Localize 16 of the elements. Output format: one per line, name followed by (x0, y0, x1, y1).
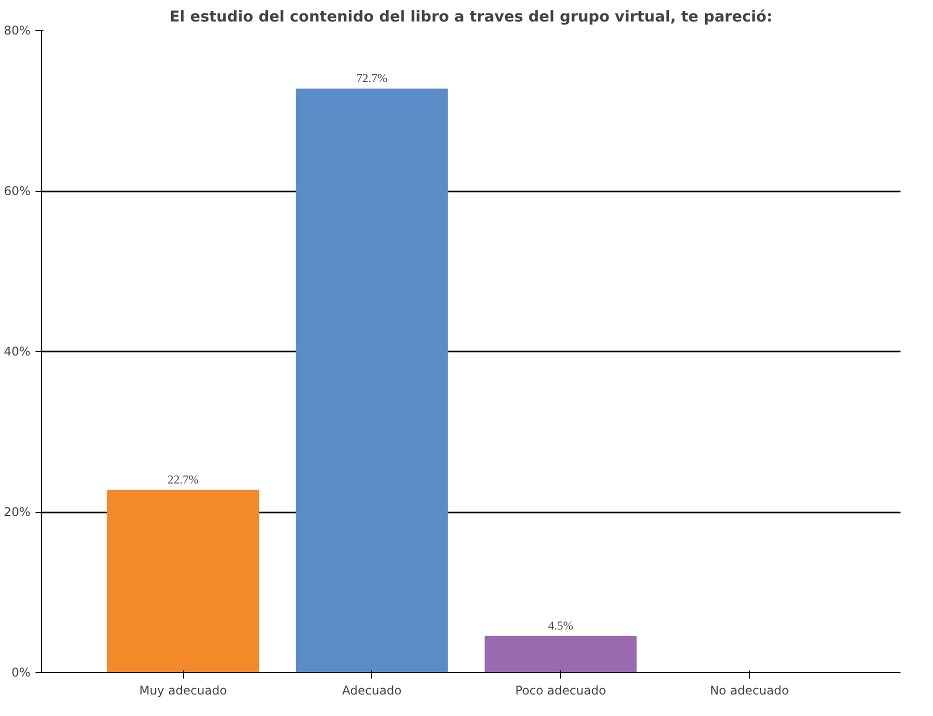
bar (484, 636, 637, 672)
chart-title: El estudio del contenido del libro a traves del grupo virtual, te pareció: (170, 8, 772, 26)
bar (296, 88, 448, 672)
x-tick-label: No adecuado (710, 684, 789, 698)
y-tick-label: 80% (4, 24, 30, 38)
data-label: 4.5% (548, 618, 574, 632)
y-tick-label: 60% (4, 184, 30, 198)
x-tick-label: Muy adecuado (139, 684, 227, 698)
x-tick-label: Adecuado (342, 684, 402, 698)
y-tick-label: 20% (4, 505, 30, 519)
data-label: 22.7% (168, 472, 199, 486)
data-label: 72.7% (356, 71, 388, 86)
y-tick-label: 40% (4, 344, 30, 358)
x-tick-label: Poco adecuado (515, 684, 606, 698)
bar (107, 490, 260, 672)
y-tick-label: 0% (11, 666, 31, 680)
